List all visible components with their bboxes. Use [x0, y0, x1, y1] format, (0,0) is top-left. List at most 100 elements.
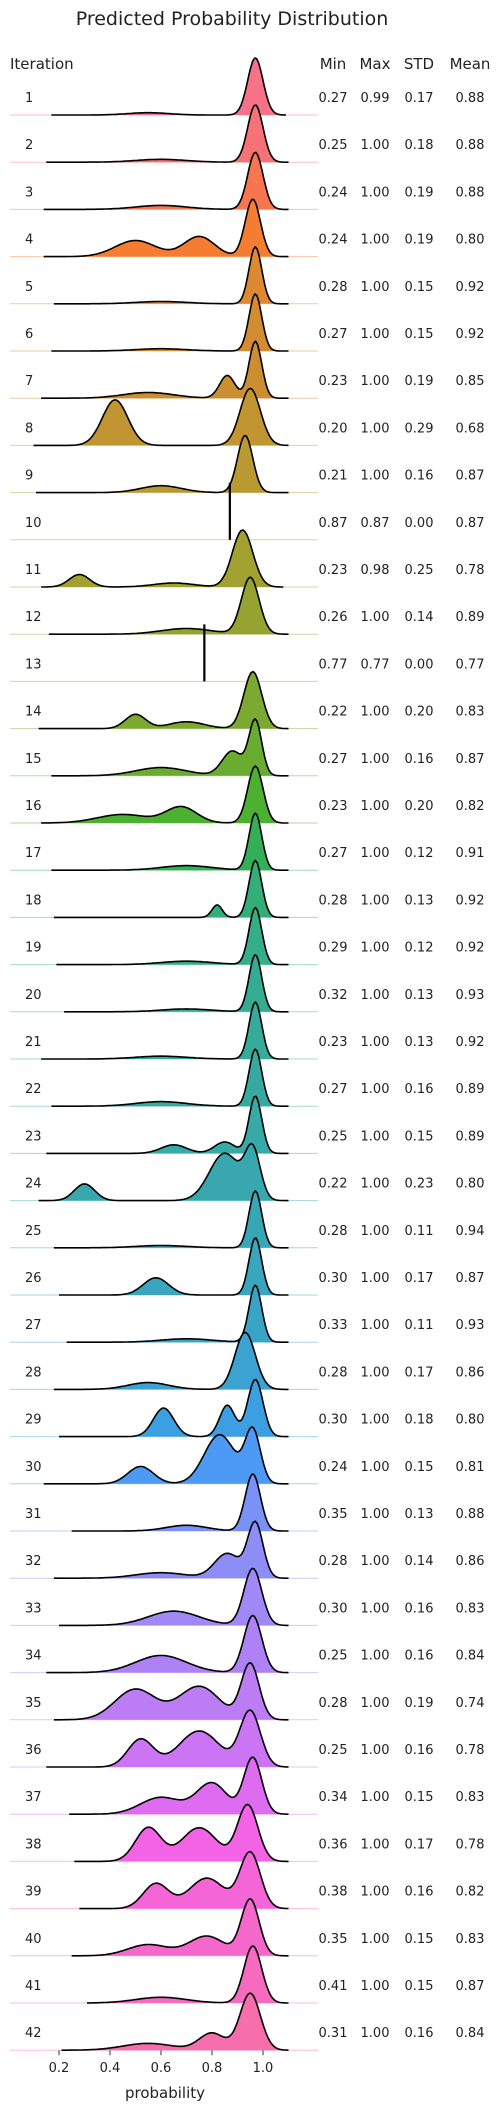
ridge-fill: [33, 388, 289, 446]
stat-min: 0.26: [319, 610, 348, 625]
stat-min: 0.23: [319, 799, 348, 814]
ridge-outline: [51, 57, 287, 116]
ridge-outline: [43, 151, 289, 211]
iteration-label: 10: [25, 516, 42, 531]
stat-max: 0.99: [361, 91, 390, 106]
header-min: Min: [320, 55, 347, 73]
stat-min: 0.22: [319, 1177, 348, 1192]
stat-min: 0.36: [319, 1837, 348, 1852]
ridge-fill: [41, 766, 289, 823]
iteration-label: 22: [25, 1082, 42, 1097]
stat-mean: 0.94: [456, 1224, 485, 1239]
stat-max: 1.00: [361, 374, 390, 389]
stat-std: 0.12: [405, 941, 434, 956]
ridge-outline: [46, 1614, 289, 1674]
stat-mean: 0.87: [456, 752, 485, 767]
stat-std: 0.14: [405, 610, 434, 625]
stat-mean: 0.80: [456, 233, 485, 248]
stat-max: 1.00: [361, 1932, 390, 1947]
iteration-label: 35: [25, 1696, 42, 1711]
stat-max: 1.00: [361, 1885, 390, 1900]
stat-max: 1.00: [361, 1365, 390, 1380]
stat-std: 0.17: [405, 1365, 434, 1380]
stat-std: 0.18: [405, 1413, 434, 1428]
iteration-label: 17: [25, 846, 42, 861]
ridge-outline: [69, 1756, 289, 1815]
stat-std: 0.15: [405, 1790, 434, 1805]
stat-std: 0.19: [405, 1696, 434, 1711]
stat-min: 0.25: [319, 1743, 348, 1758]
stat-max: 1.00: [361, 1224, 390, 1239]
stat-min: 0.41: [319, 1979, 348, 1994]
ridge-fill: [41, 1002, 289, 1059]
iteration-label: 38: [25, 1837, 42, 1852]
stat-mean: 0.92: [456, 280, 485, 295]
iteration-label: 19: [25, 941, 42, 956]
stat-min: 0.28: [319, 280, 348, 295]
stat-min: 0.32: [319, 988, 348, 1003]
stat-max: 1.00: [361, 988, 390, 1003]
chart-title: Predicted Probability Distribution: [76, 8, 389, 30]
stat-max: 1.00: [361, 1743, 390, 1758]
stat-mean: 0.77: [456, 657, 485, 672]
ridge-outline: [41, 1001, 289, 1060]
ridge-fill: [59, 1379, 289, 1437]
stat-min: 0.28: [319, 1696, 348, 1711]
stat-std: 0.16: [405, 1885, 434, 1900]
iteration-label: 31: [25, 1507, 42, 1522]
stat-mean: 0.80: [456, 1413, 485, 1428]
stat-max: 0.87: [361, 516, 390, 531]
stat-mean: 0.84: [456, 1649, 485, 1664]
stat-min: 0.20: [319, 421, 348, 436]
stat-mean: 0.86: [456, 1365, 485, 1380]
stat-std: 0.15: [405, 280, 434, 295]
ridge-outline: [59, 1567, 289, 1627]
x-tick-label: 0.6: [151, 2061, 172, 2076]
ridge-outline: [87, 1945, 289, 2004]
stat-std: 0.13: [405, 893, 434, 908]
header-mean: Mean: [450, 55, 491, 73]
iteration-label: 14: [25, 705, 42, 720]
stat-min: 0.21: [319, 469, 348, 484]
stat-max: 1.00: [361, 893, 390, 908]
stat-std: 0.19: [405, 185, 434, 200]
iteration-label: 4: [25, 233, 33, 248]
ridge-outline: [43, 1426, 289, 1485]
iteration-label: 23: [25, 1129, 42, 1144]
iteration-label: 37: [25, 1790, 42, 1805]
stat-std: 0.17: [405, 1837, 434, 1852]
stat-mean: 0.83: [456, 1601, 485, 1616]
stat-min: 0.27: [319, 752, 348, 767]
stat-mean: 0.68: [456, 421, 485, 436]
iteration-label: 32: [25, 1554, 42, 1569]
ridge-outline: [53, 859, 289, 919]
iteration-label: 7: [25, 374, 33, 389]
x-tick-label: 1.0: [253, 2061, 274, 2076]
ridge-fill: [53, 860, 289, 918]
stat-max: 1.00: [361, 1507, 390, 1522]
stat-std: 0.15: [405, 1979, 434, 1994]
ridge-outline: [46, 1095, 289, 1155]
ridge-fill: [43, 152, 289, 210]
ridge-outline: [53, 1331, 289, 1391]
ridge-outline: [71, 1898, 289, 1957]
stat-min: 0.27: [319, 846, 348, 861]
iteration-label: 40: [25, 1932, 42, 1947]
stat-mean: 0.85: [456, 374, 485, 389]
stat-max: 1.00: [361, 1554, 390, 1569]
stat-min: 0.25: [319, 138, 348, 153]
ridge-outline: [66, 1284, 289, 1343]
stat-std: 0.23: [405, 1177, 434, 1192]
stat-min: 0.28: [319, 893, 348, 908]
iteration-label: 27: [25, 1318, 42, 1333]
stat-mean: 0.74: [456, 1696, 485, 1711]
stat-mean: 0.92: [456, 941, 485, 956]
iteration-label: 3: [25, 185, 33, 200]
stat-max: 1.00: [361, 1035, 390, 1050]
iteration-label: 12: [25, 610, 42, 625]
stat-max: 1.00: [361, 1649, 390, 1664]
stat-max: 1.00: [361, 1979, 390, 1994]
ridge-outline: [53, 1662, 289, 1721]
header-max: Max: [359, 55, 390, 73]
ridge-fill: [41, 530, 284, 587]
